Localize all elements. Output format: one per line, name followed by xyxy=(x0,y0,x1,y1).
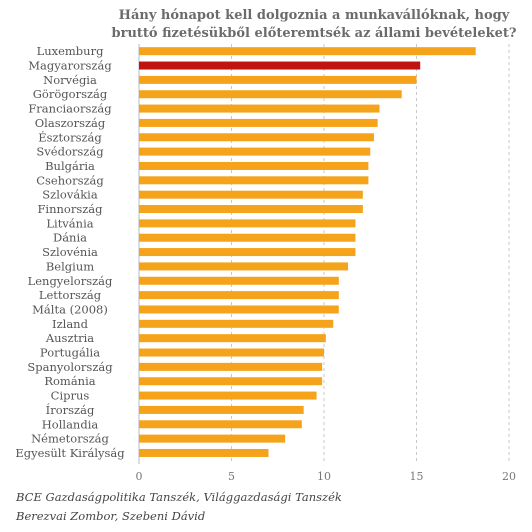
category-label: Egyesült Királyság xyxy=(15,446,125,460)
category-label: Románia xyxy=(44,374,95,388)
bar xyxy=(139,291,339,300)
category-label: Franciaország xyxy=(28,102,112,116)
bar xyxy=(139,118,378,127)
category-label: Dánia xyxy=(53,231,87,245)
bar xyxy=(139,176,369,185)
bar xyxy=(139,147,371,156)
category-label: Németország xyxy=(31,432,109,446)
bar xyxy=(139,305,339,314)
category-label: Magyarország xyxy=(28,59,112,73)
category-label: Olaszország xyxy=(35,116,106,130)
category-label: Svédország xyxy=(36,145,104,159)
category-label: Norvégia xyxy=(43,73,97,87)
bar xyxy=(139,104,380,113)
category-label: Spanyolország xyxy=(27,360,113,374)
bar xyxy=(139,391,317,400)
bar xyxy=(139,362,323,371)
bar xyxy=(139,434,286,443)
bar xyxy=(139,61,421,70)
x-axis-ticks: 0 5 10 15 20 xyxy=(136,470,517,483)
category-label: Luxemburg xyxy=(37,44,105,58)
x-tick-label: 0 xyxy=(136,470,143,483)
x-tick-label: 20 xyxy=(502,470,516,483)
bar xyxy=(139,205,363,214)
category-label: Görögország xyxy=(33,87,108,101)
source-line-2: Berezvai Zombor, Szebeni Dávid xyxy=(15,509,205,523)
category-label: Bulgária xyxy=(45,159,95,173)
category-label: Írország xyxy=(46,403,95,417)
bar xyxy=(139,377,323,386)
category-label: Ciprus xyxy=(51,389,90,403)
category-label: Izland xyxy=(52,317,89,331)
category-labels: LuxemburgMagyarországNorvégiaGörögország… xyxy=(15,44,125,460)
bar xyxy=(139,90,402,99)
x-tick-label: 10 xyxy=(317,470,331,483)
bar xyxy=(139,248,356,257)
category-label: Litvánia xyxy=(46,216,93,230)
category-label: Portugália xyxy=(40,346,100,360)
bar xyxy=(139,276,339,285)
category-label: Szlovákia xyxy=(42,188,98,202)
x-tick-label: 15 xyxy=(410,470,424,483)
source-line-1: BCE Gazdaságpolitika Tanszék, Világgazda… xyxy=(15,490,342,504)
category-label: Finnország xyxy=(37,202,103,216)
category-label: Szlovénia xyxy=(42,245,98,259)
category-label: Hollandia xyxy=(42,417,99,431)
bar xyxy=(139,190,363,199)
category-label: Ausztria xyxy=(45,331,94,345)
bar xyxy=(139,47,476,56)
bar xyxy=(139,219,356,228)
bar xyxy=(139,405,304,414)
bar xyxy=(139,420,302,429)
bar xyxy=(139,348,324,357)
x-tick-label: 5 xyxy=(228,470,235,483)
bar xyxy=(139,75,417,84)
category-label: Észtország xyxy=(38,130,102,144)
bar xyxy=(139,319,334,328)
bar xyxy=(139,133,374,142)
bar xyxy=(139,233,356,242)
category-label: Lettország xyxy=(39,288,102,302)
category-label: Málta (2008) xyxy=(32,302,108,316)
bars xyxy=(139,47,476,457)
category-label: Belgium xyxy=(46,259,94,273)
bar xyxy=(139,161,369,170)
bar xyxy=(139,262,349,271)
chart-title-line-2: bruttó fizetésükből előteremtsék az álla… xyxy=(112,26,517,41)
bar xyxy=(139,334,326,343)
bar xyxy=(139,448,269,457)
chart-title-line-1: Hány hónapot kell dolgoznia a munkaválló… xyxy=(119,8,510,23)
category-label: Csehország xyxy=(36,173,104,187)
category-label: Lengyelország xyxy=(28,274,113,288)
